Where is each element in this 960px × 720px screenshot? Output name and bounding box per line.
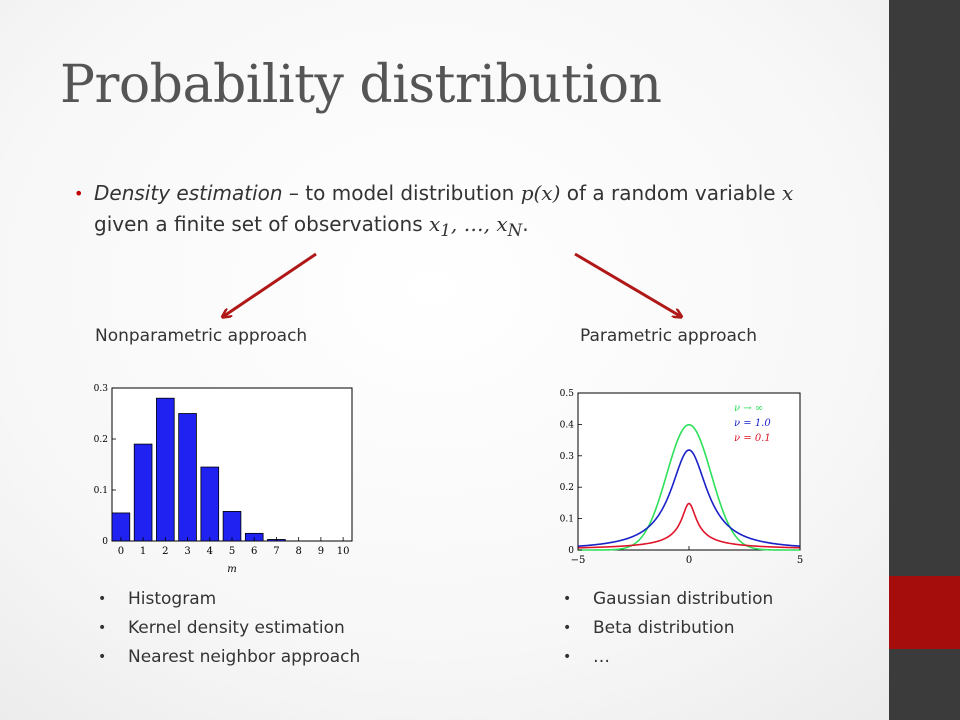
- list-item-label: Histogram: [128, 589, 217, 609]
- t-ytick-label: 0.5: [560, 389, 575, 399]
- nonparametric-list: • Histogram • Kernel density estimation • N…: [98, 585, 360, 672]
- bullet-dot: •: [98, 620, 107, 636]
- series-line: [577, 502, 801, 549]
- arrows: [0, 252, 889, 720]
- hist-bar: [200, 466, 220, 542]
- hist-xtick-label: 6: [251, 546, 257, 557]
- math-px: p(x): [520, 181, 561, 205]
- hist-xtick-label: 1: [140, 546, 146, 557]
- text-part: given a finite set of observations: [94, 212, 429, 236]
- hist-xtick-label: 7: [273, 546, 279, 557]
- bullet-dot: •: [98, 591, 107, 607]
- hist-xtick-label: 5: [229, 546, 235, 557]
- list-item-label: Gaussian distribution: [593, 589, 774, 609]
- math-x1-sub: 1: [440, 221, 451, 240]
- list-item: • Beta distribution: [563, 614, 773, 643]
- series-line: [578, 423, 800, 551]
- hist-ytick-label: 0.1: [94, 486, 108, 496]
- hist-xlabel: m: [227, 564, 236, 575]
- nonparametric-heading: Nonparametric approach: [95, 326, 308, 346]
- text-part: of a random variable: [560, 181, 782, 205]
- math-x1-base: x: [429, 212, 441, 236]
- t-ytick-label: 0.1: [560, 515, 574, 525]
- series-line: [577, 449, 801, 547]
- math-ellipsis: , …,: [450, 212, 497, 236]
- hist-bar: [178, 413, 197, 542]
- t-ytick-label: 0.4: [560, 420, 575, 430]
- list-item: • Histogram: [98, 585, 360, 614]
- list-item-label: Kernel density estimation: [128, 618, 345, 638]
- bullet-dot: •: [98, 649, 107, 665]
- bullet-dot: •: [563, 620, 572, 636]
- hist-bar: [222, 511, 242, 542]
- math-xN: xN: [496, 212, 522, 240]
- main-bullet: • Density estimation – to model distribu…: [74, 178, 834, 246]
- hist-xtick-label: 8: [295, 546, 301, 557]
- hist-xtick-label: 10: [337, 546, 350, 557]
- main-bullet-text: Density estimation – to model distributi…: [94, 178, 834, 246]
- bullet-dot: •: [74, 184, 84, 203]
- hist-bar: [133, 443, 153, 542]
- hist-xtick-label: 4: [207, 546, 213, 557]
- list-item-label: Beta distribution: [593, 618, 735, 638]
- hist-ytick-label: 0.3: [94, 384, 109, 394]
- parametric-list: • Gaussian distribution • Beta distributio…: [563, 585, 773, 672]
- hist-ytick-label: 0.2: [94, 435, 108, 445]
- legend-entry: ν = 1.0: [734, 418, 771, 429]
- t-ytick-label: 0: [568, 546, 574, 556]
- list-item-label: Nearest neighbor approach: [128, 647, 361, 667]
- parametric-heading: Parametric approach: [580, 326, 758, 346]
- tdist-plot-frame: [577, 392, 801, 551]
- math-xN-sub: N: [507, 221, 523, 240]
- hist-bar: [111, 512, 131, 542]
- math-x: x: [781, 181, 794, 205]
- hist-xtick-label: 0: [118, 546, 124, 557]
- hist-xtick-label: 2: [162, 546, 168, 557]
- t-xtick-label: 5: [797, 555, 803, 566]
- text-part: – to model distribution: [282, 181, 521, 205]
- bullet-dot: •: [563, 649, 572, 665]
- arrow-left: [224, 252, 317, 316]
- arrow-right: [574, 252, 680, 316]
- list-item: •…: [563, 643, 773, 672]
- list-item-label: …: [593, 647, 610, 667]
- list-item: • Nearest neighbor approach: [98, 643, 360, 672]
- hist-xtick-label: 9: [318, 546, 324, 557]
- text-part: .: [522, 212, 529, 236]
- legend-entry: ν = 0.1: [734, 433, 771, 444]
- sidebar-accent: [889, 576, 960, 649]
- math-x1: x1: [429, 212, 451, 240]
- slide-title: Probability distribution: [60, 55, 662, 115]
- t-ytick-label: 0.3: [560, 452, 575, 462]
- hist-xtick-label: 3: [184, 546, 190, 557]
- t-ytick-label: 0.2: [560, 483, 574, 493]
- hist-ytick-label: 0: [102, 537, 108, 547]
- t-xtick-label: −5: [571, 555, 586, 566]
- list-item: • Gaussian distribution: [563, 585, 773, 614]
- histogram-chart: 0 0.1 0.2 0.3 0 1 2 3 4 5 6 7 8 9 10 m: [94, 384, 353, 575]
- t-xtick-label: 0: [686, 555, 692, 566]
- list-item: • Kernel density estimation: [98, 614, 360, 643]
- bullet-dot: •: [563, 591, 572, 607]
- term: Density estimation: [94, 181, 283, 205]
- hist-bar: [156, 397, 175, 542]
- math-xN-base: x: [496, 212, 508, 236]
- legend-entry: ν → ∞: [734, 403, 763, 414]
- t-distribution-chart: 00.10.20.30.40.5 −5 0 5 ν → ∞ν = 1.0ν = 0.…: [560, 389, 804, 566]
